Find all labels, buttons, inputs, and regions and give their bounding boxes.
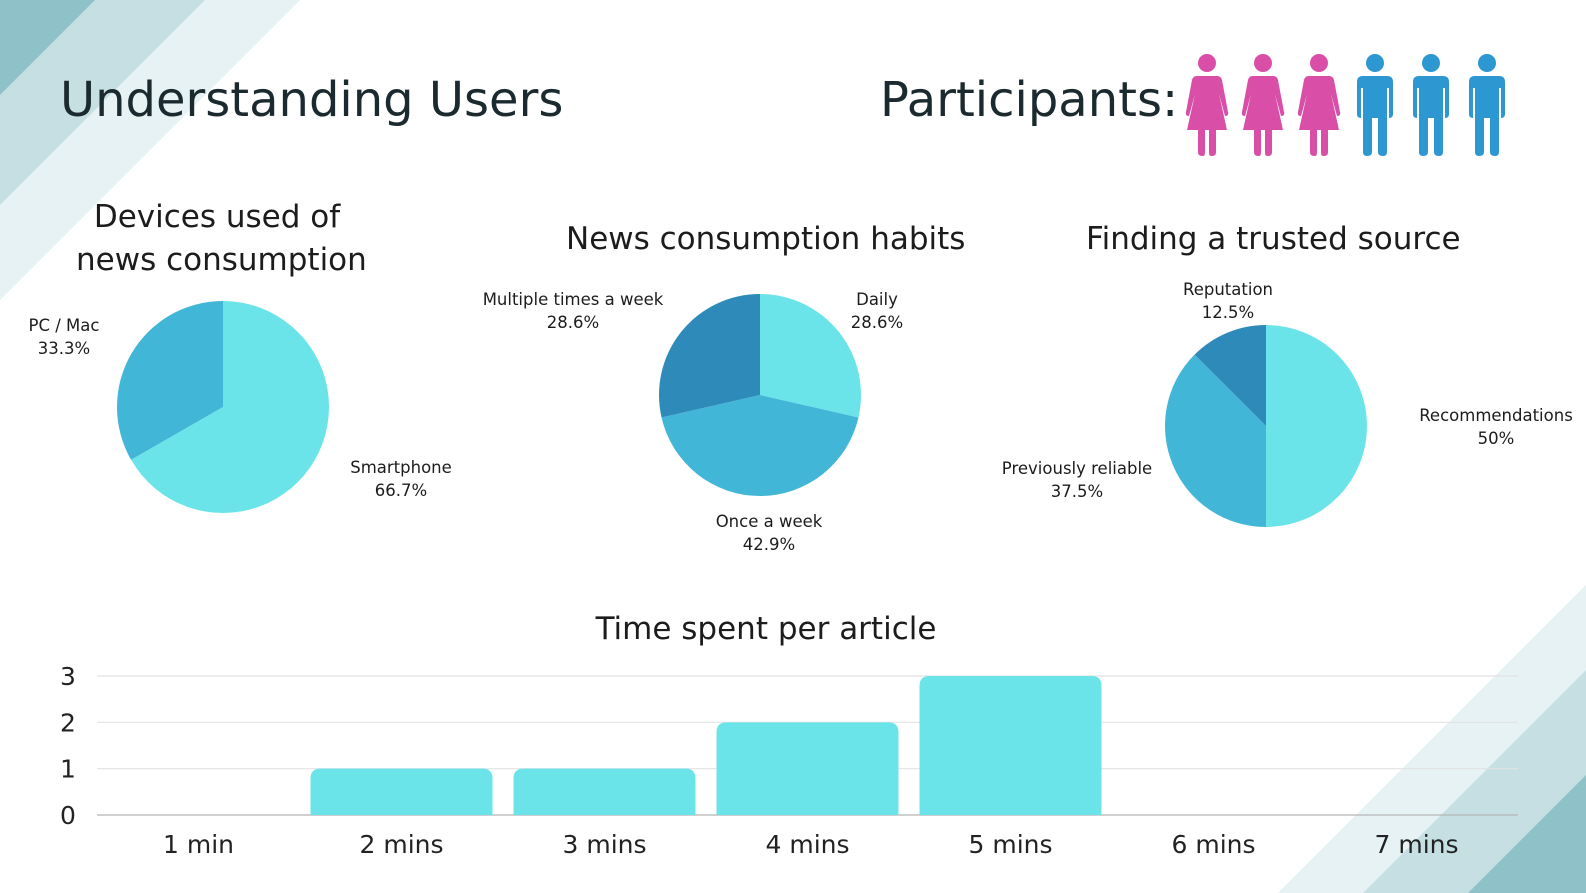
slice-percent: 12.5% <box>1201 303 1255 322</box>
x-tick-label: 2 mins <box>359 830 443 859</box>
male-icon <box>1413 54 1449 156</box>
female-icon <box>1185 54 1229 156</box>
pie-slice-recommendations <box>1266 325 1367 527</box>
chart-title-line: Devices used of <box>93 199 341 235</box>
pie-label-daily: Daily 28.6% <box>851 288 903 334</box>
chart-title-habits: News consumption habits <box>566 218 966 261</box>
pie-slice-previously-reliable <box>1165 354 1266 527</box>
pie-label-smartphone: Smartphone 66.7% <box>350 456 452 502</box>
slice-name: Once a week <box>715 512 823 531</box>
x-tick-label: 6 mins <box>1171 830 1255 859</box>
slice-percent: 28.6% <box>850 313 904 332</box>
slice-name: Recommendations <box>1419 406 1573 425</box>
pie-slice-pc-mac <box>116 301 223 460</box>
slice-percent: 28.6% <box>546 313 600 332</box>
y-tick-label: 1 <box>60 755 76 784</box>
slice-name: PC / Mac <box>28 316 100 335</box>
chart-title-line: Finding a trusted source <box>1086 221 1461 257</box>
bar <box>310 768 493 815</box>
slice-name: Reputation <box>1183 280 1273 299</box>
x-tick-label: 7 mins <box>1374 830 1458 859</box>
pie-label-reputation: Reputation 12.5% <box>1183 278 1273 324</box>
participant-icons <box>1183 52 1511 156</box>
slice-percent: 42.9% <box>742 535 796 554</box>
x-tick-label: 1 min <box>163 830 234 859</box>
slice-percent: 33.3% <box>37 339 91 358</box>
pie-label-pc-mac: PC / Mac 33.3% <box>29 314 100 360</box>
female-icon <box>1297 54 1341 156</box>
chart-title-line: news consumption <box>76 242 367 278</box>
pie-slice-smartphone <box>131 301 329 513</box>
chart-title-line: News consumption habits <box>566 221 966 257</box>
y-tick-label: 2 <box>60 708 76 737</box>
pie-slice-once-a-week <box>661 395 859 496</box>
bar <box>919 676 1102 815</box>
page-title: Understanding Users <box>60 72 564 128</box>
slice-percent: 66.7% <box>374 481 428 500</box>
pie-slice-reputation <box>1194 324 1266 426</box>
pie-slice-daily <box>760 294 862 418</box>
pie-slice-multiple-times-a-week <box>659 294 760 418</box>
pie-label-multiple-times-a-week: Multiple times a week 28.6% <box>483 288 664 334</box>
female-icon <box>1241 54 1285 156</box>
slice-percent: 37.5% <box>1050 482 1104 501</box>
x-tick-label: 4 mins <box>765 830 849 859</box>
bar <box>513 768 696 815</box>
slice-name: Daily <box>856 290 898 309</box>
slice-name: Previously reliable <box>1001 459 1153 478</box>
chart-title-devices: Devices used of news consumption <box>76 196 367 282</box>
male-icon <box>1469 54 1505 156</box>
chart-title-line: Time spent per article <box>595 611 937 647</box>
y-tick-label: 0 <box>60 801 76 830</box>
slice-name: Multiple times a week <box>482 290 664 309</box>
pie-label-once-a-week: Once a week 42.9% <box>716 510 823 556</box>
slice-percent: 50% <box>1477 429 1515 448</box>
y-tick-label: 3 <box>60 662 76 691</box>
x-tick-label: 5 mins <box>968 830 1052 859</box>
male-icon <box>1357 54 1393 156</box>
slice-name: Smartphone <box>350 458 452 477</box>
participants-label: Participants: <box>880 72 1179 128</box>
chart-title-trusted-source: Finding a trusted source <box>1086 218 1461 261</box>
pie-label-previously-reliable: Previously reliable 37.5% <box>1002 457 1152 503</box>
bar <box>716 722 899 815</box>
chart-title-time-spent: Time spent per article <box>586 608 946 651</box>
x-tick-label: 3 mins <box>562 830 646 859</box>
pie-label-recommendations: Recommendations 50% <box>1419 404 1573 450</box>
